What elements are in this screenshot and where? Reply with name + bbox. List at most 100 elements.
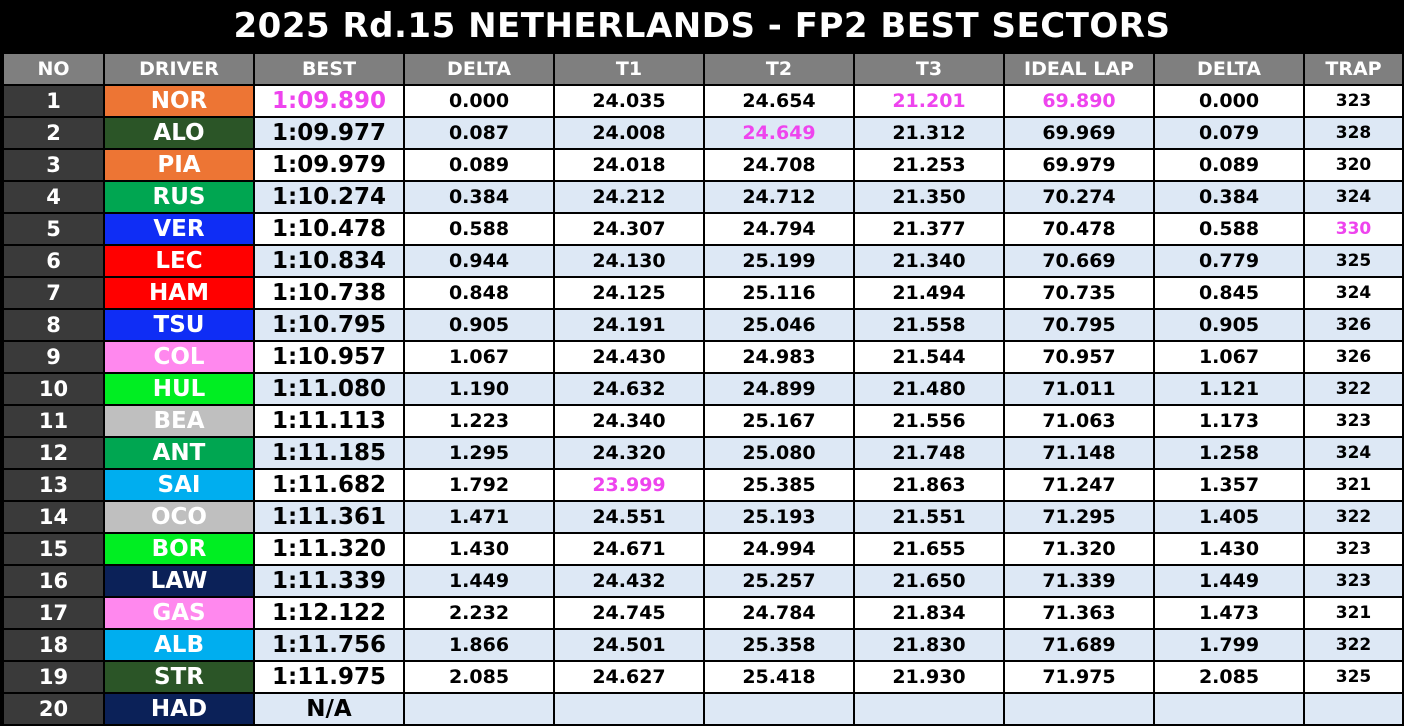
ideal-delta: 1.258	[1153, 436, 1305, 470]
ideal-delta: 1.405	[1153, 500, 1305, 534]
ideal-lap: 71.320	[1003, 532, 1155, 566]
sector-1: 24.307	[553, 212, 705, 246]
driver-code: ALB	[103, 628, 255, 662]
speed-trap: 322	[1303, 500, 1404, 534]
driver-code: OCO	[103, 500, 255, 534]
speed-trap: 326	[1303, 340, 1404, 374]
sector-2	[703, 692, 855, 726]
ideal-lap: 70.795	[1003, 308, 1155, 342]
ideal-lap: 70.735	[1003, 276, 1155, 310]
table-row: 6 LEC 1:10.834 0.944 24.130 25.199 21.340 70.66…	[2, 244, 1404, 278]
best-delta: 0.944	[403, 244, 555, 278]
sector-3: 21.350	[853, 180, 1005, 214]
header-t1: T1	[553, 52, 705, 86]
driver-code: COL	[103, 340, 255, 374]
driver-code: SAI	[103, 468, 255, 502]
speed-trap: 323	[1303, 564, 1404, 598]
best-delta: 1.430	[403, 532, 555, 566]
sector-1: 24.340	[553, 404, 705, 438]
row-number: 8	[2, 308, 105, 342]
ideal-delta	[1153, 692, 1305, 726]
ideal-delta: 1.357	[1153, 468, 1305, 502]
speed-trap: 325	[1303, 660, 1404, 694]
sector-2: 24.994	[703, 532, 855, 566]
speed-trap: 324	[1303, 436, 1404, 470]
sector-1: 24.745	[553, 596, 705, 630]
ideal-delta: 0.089	[1153, 148, 1305, 182]
row-number: 15	[2, 532, 105, 566]
speed-trap: 324	[1303, 180, 1404, 214]
best-lap: 1:09.890	[253, 84, 405, 118]
ideal-lap: 70.478	[1003, 212, 1155, 246]
sector-1: 23.999	[553, 468, 705, 502]
sector-3: 21.655	[853, 532, 1005, 566]
table-row: 11 BEA 1:11.113 1.223 24.340 25.167 21.556 71.0…	[2, 404, 1404, 438]
driver-code: LEC	[103, 244, 255, 278]
best-delta: 2.232	[403, 596, 555, 630]
sector-2: 24.899	[703, 372, 855, 406]
speed-trap: 324	[1303, 276, 1404, 310]
table-body: 1 NOR 1:09.890 0.000 24.035 24.654 21.201 69.89…	[2, 84, 1404, 726]
sector-1: 24.320	[553, 436, 705, 470]
row-number: 12	[2, 436, 105, 470]
driver-code: ALO	[103, 116, 255, 150]
sector-1: 24.627	[553, 660, 705, 694]
sector-1: 24.008	[553, 116, 705, 150]
sector-3: 21.748	[853, 436, 1005, 470]
row-number: 20	[2, 692, 105, 726]
best-lap: 1:11.113	[253, 404, 405, 438]
row-number: 5	[2, 212, 105, 246]
ideal-delta: 0.384	[1153, 180, 1305, 214]
row-number: 6	[2, 244, 105, 278]
driver-code: STR	[103, 660, 255, 694]
speed-trap: 323	[1303, 532, 1404, 566]
best-delta: 1.223	[403, 404, 555, 438]
ideal-lap: 70.957	[1003, 340, 1155, 374]
best-lap: 1:12.122	[253, 596, 405, 630]
best-delta: 0.384	[403, 180, 555, 214]
sector-3: 21.494	[853, 276, 1005, 310]
sector-1: 24.430	[553, 340, 705, 374]
driver-code: RUS	[103, 180, 255, 214]
sector-2: 24.983	[703, 340, 855, 374]
best-lap: 1:10.274	[253, 180, 405, 214]
sector-3: 21.377	[853, 212, 1005, 246]
speed-trap: 326	[1303, 308, 1404, 342]
driver-code: NOR	[103, 84, 255, 118]
row-number: 10	[2, 372, 105, 406]
ideal-lap: 70.274	[1003, 180, 1155, 214]
table-row: 14 OCO 1:11.361 1.471 24.551 25.193 21.551 71.2…	[2, 500, 1404, 534]
best-lap: 1:10.957	[253, 340, 405, 374]
table-row: 7 HAM 1:10.738 0.848 24.125 25.116 21.494 70.73…	[2, 276, 1404, 310]
sector-3: 21.556	[853, 404, 1005, 438]
driver-code: LAW	[103, 564, 255, 598]
table-row: 8 TSU 1:10.795 0.905 24.191 25.046 21.558 70.79…	[2, 308, 1404, 342]
ideal-lap: 71.975	[1003, 660, 1155, 694]
driver-code: BOR	[103, 532, 255, 566]
best-lap: 1:11.756	[253, 628, 405, 662]
row-number: 18	[2, 628, 105, 662]
sector-2: 25.116	[703, 276, 855, 310]
sector-3: 21.551	[853, 500, 1005, 534]
sector-3: 21.544	[853, 340, 1005, 374]
sector-2: 24.712	[703, 180, 855, 214]
ideal-delta: 0.000	[1153, 84, 1305, 118]
table-row: 5 VER 1:10.478 0.588 24.307 24.794 21.377 70.47…	[2, 212, 1404, 246]
best-delta: 2.085	[403, 660, 555, 694]
table-row: 17 GAS 1:12.122 2.232 24.745 24.784 21.834 71.3…	[2, 596, 1404, 630]
best-lap: 1:09.979	[253, 148, 405, 182]
best-lap: 1:11.682	[253, 468, 405, 502]
sector-3: 21.834	[853, 596, 1005, 630]
best-delta: 0.905	[403, 308, 555, 342]
ideal-lap: 71.339	[1003, 564, 1155, 598]
sector-3: 21.830	[853, 628, 1005, 662]
table-row: 4 RUS 1:10.274 0.384 24.212 24.712 21.350 70.27…	[2, 180, 1404, 214]
sector-3: 21.201	[853, 84, 1005, 118]
table-row: 15 BOR 1:11.320 1.430 24.671 24.994 21.655 71.3…	[2, 532, 1404, 566]
sector-1: 24.125	[553, 276, 705, 310]
row-number: 14	[2, 500, 105, 534]
header-ideal-lap: IDEAL LAP	[1003, 52, 1155, 86]
ideal-delta: 1.449	[1153, 564, 1305, 598]
sector-3: 21.930	[853, 660, 1005, 694]
